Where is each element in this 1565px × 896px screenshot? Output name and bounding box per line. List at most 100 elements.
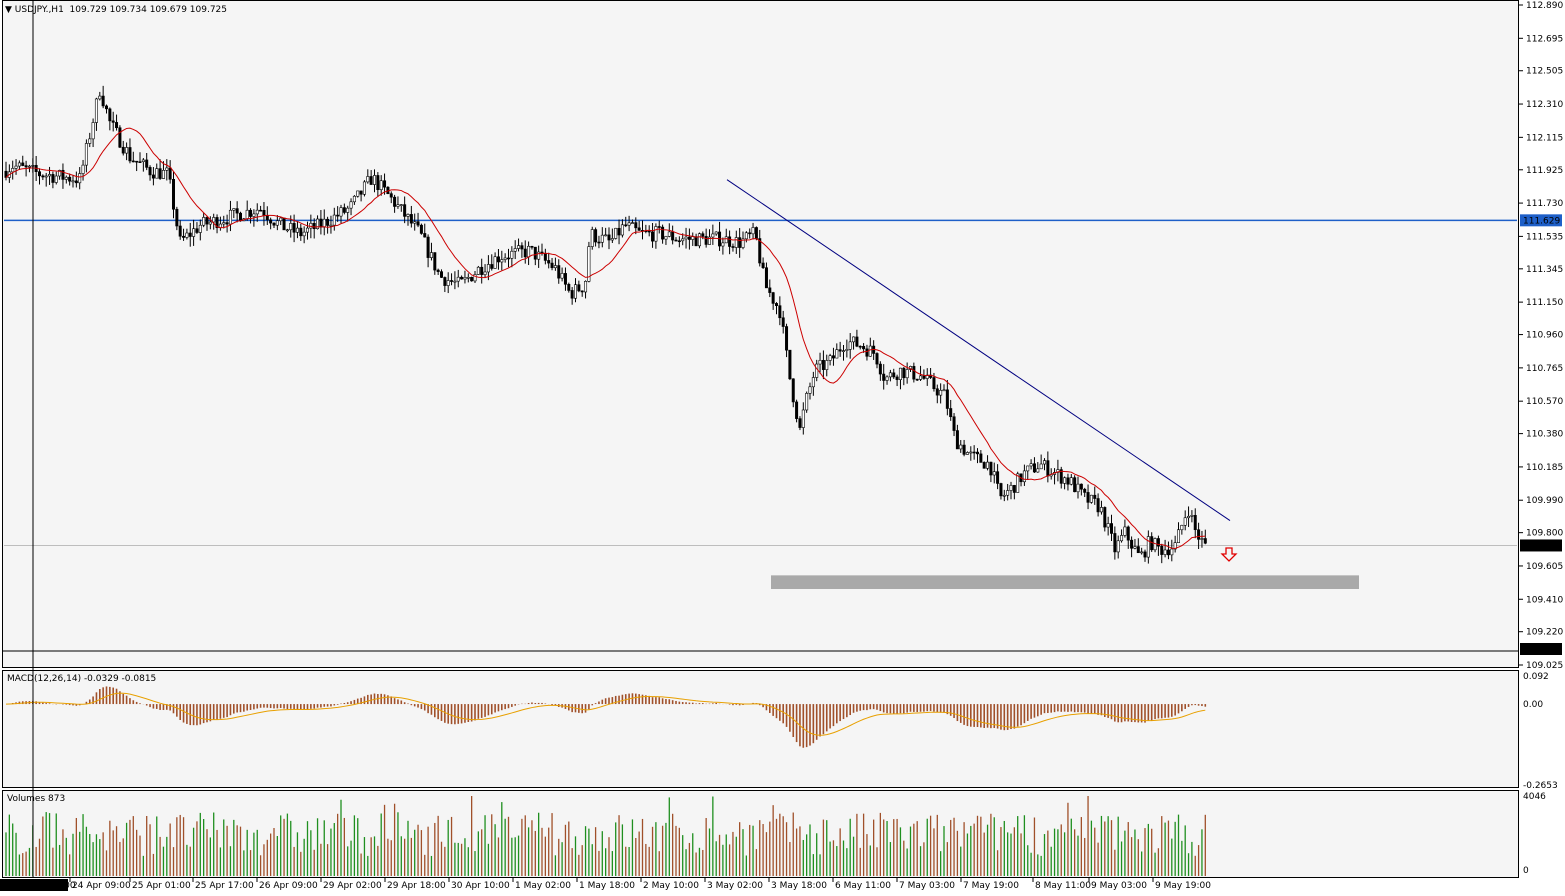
candle-body xyxy=(935,388,939,396)
candle-body xyxy=(362,181,366,195)
candle-body xyxy=(326,218,330,226)
time-axis-label: 29 Apr 18:00 xyxy=(387,881,446,891)
candle-body xyxy=(707,236,711,245)
candle-body xyxy=(771,292,775,304)
candle-body xyxy=(999,483,1003,497)
candle-body xyxy=(1073,477,1077,493)
candle-body xyxy=(543,253,547,261)
candle-body xyxy=(372,175,376,185)
candle-body xyxy=(919,375,923,380)
candle-body xyxy=(1032,463,1036,473)
candle-body xyxy=(577,284,581,292)
candle-body xyxy=(697,233,701,247)
price-pane[interactable] xyxy=(2,0,1519,668)
candle-body xyxy=(764,267,768,289)
candle-body xyxy=(450,280,454,282)
moving-average-line xyxy=(5,127,1206,549)
candle-body xyxy=(11,168,15,173)
candle-body xyxy=(4,170,8,178)
candle-body xyxy=(406,214,410,217)
candle-body xyxy=(61,169,65,180)
candle-body xyxy=(959,444,963,450)
candle-body xyxy=(413,221,417,224)
candle-body xyxy=(205,217,209,225)
candle-body xyxy=(24,165,28,168)
candle-body xyxy=(979,453,983,463)
candle-body xyxy=(1063,477,1067,484)
candle-body xyxy=(1066,477,1070,485)
candle-body xyxy=(667,231,671,237)
candle-body xyxy=(466,276,470,279)
candle-body xyxy=(671,231,675,241)
candle-body xyxy=(101,95,105,107)
candle-body xyxy=(795,401,799,419)
candle-body xyxy=(878,363,882,375)
candle-body xyxy=(751,227,755,235)
candle-body xyxy=(563,273,567,285)
candle-body xyxy=(922,375,926,379)
candle-body xyxy=(828,355,832,361)
candle-body xyxy=(996,471,1000,484)
time-axis-label: 30 Apr 10:00 xyxy=(451,881,510,891)
candle-body xyxy=(302,231,306,237)
candle-body xyxy=(701,233,705,237)
collapse-triangle-icon[interactable]: ▼ xyxy=(5,5,12,15)
candle-body xyxy=(517,245,521,249)
candle-body xyxy=(496,256,500,263)
macd-pane[interactable] xyxy=(2,670,1519,788)
candle-body xyxy=(651,231,655,242)
candle-body xyxy=(269,219,273,224)
volume-axis-label: 0 xyxy=(1523,866,1529,876)
candle-body xyxy=(1086,492,1090,503)
candle-body xyxy=(21,162,25,166)
candle-body xyxy=(235,208,239,214)
price-axis-label: 111.345 xyxy=(1526,265,1563,275)
candle-body xyxy=(560,273,564,279)
candle-body xyxy=(875,353,879,365)
candle-body xyxy=(349,201,353,209)
candle-body xyxy=(1193,515,1197,531)
candle-body xyxy=(848,341,852,350)
candle-body xyxy=(520,245,524,250)
candle-body xyxy=(272,222,276,226)
candle-body xyxy=(329,224,333,227)
candle-body xyxy=(168,167,172,180)
candle-body xyxy=(885,376,889,381)
candle-body xyxy=(399,204,403,206)
candle-body xyxy=(17,162,21,167)
candle-body xyxy=(587,246,591,282)
candle-body xyxy=(1002,494,1006,497)
candle-body xyxy=(533,246,537,260)
candle-body xyxy=(624,224,628,227)
volume-pane[interactable] xyxy=(2,790,1519,878)
candle-body xyxy=(617,227,621,236)
candle-body xyxy=(895,376,899,380)
candle-body xyxy=(125,147,129,154)
candle-body xyxy=(182,235,186,238)
candle-body xyxy=(734,237,738,248)
candle-body xyxy=(932,377,936,390)
time-axis-label: 2 May 10:00 xyxy=(643,881,699,891)
candle-body xyxy=(801,409,805,428)
candle-body xyxy=(969,451,973,454)
candle-body xyxy=(312,222,316,230)
crosshair-price-marker: 109.115 xyxy=(1523,645,1560,655)
candle-body xyxy=(614,227,618,239)
candle-body xyxy=(684,236,688,240)
candle-body xyxy=(141,159,145,163)
candle-body xyxy=(215,217,219,229)
candle-body xyxy=(604,234,608,237)
time-axis-label: 25 Apr 01:00 xyxy=(132,881,191,891)
price-axis-label: 110.380 xyxy=(1526,430,1563,440)
candle-body xyxy=(674,239,678,242)
candle-body xyxy=(245,209,249,220)
candle-body xyxy=(259,209,263,212)
candle-body xyxy=(537,251,541,260)
price-axis-label: 112.115 xyxy=(1526,133,1563,143)
candle-body xyxy=(704,236,708,245)
candle-body xyxy=(805,393,809,411)
candle-body xyxy=(433,252,437,271)
candle-body xyxy=(322,218,326,228)
